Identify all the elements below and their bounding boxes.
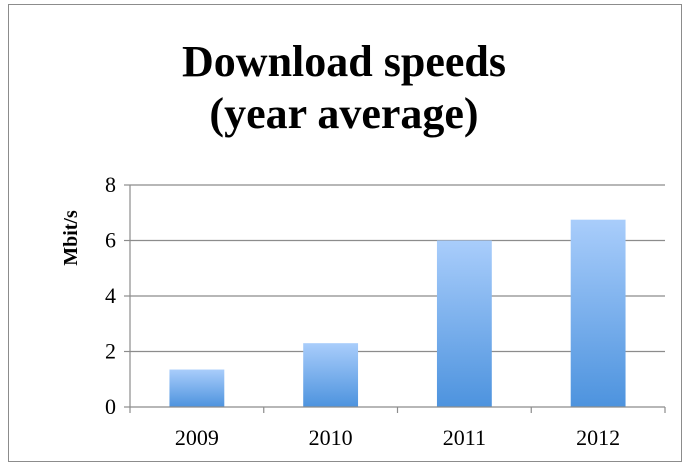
y-tick-label: 0 xyxy=(105,394,116,419)
tick-labels: 0 2 4 6 8 2009 2010 2011 2012 xyxy=(105,172,620,450)
y-tick-label: 6 xyxy=(105,228,116,253)
bars xyxy=(169,219,626,407)
bar-2010 xyxy=(303,343,359,407)
x-tick-label: 2012 xyxy=(576,425,620,450)
axes xyxy=(124,184,666,413)
y-tick-label: 4 xyxy=(105,283,116,308)
x-tick-label: 2011 xyxy=(443,425,486,450)
bar-2011 xyxy=(436,240,492,407)
bar-2012 xyxy=(570,219,626,407)
bar-2009 xyxy=(169,369,225,407)
x-tick-label: 2009 xyxy=(175,425,219,450)
y-axis-title: Mbit/s xyxy=(60,210,82,266)
chart-title-line-2: (year average) xyxy=(209,89,479,138)
chart-title-line-1: Download speeds xyxy=(182,37,506,86)
y-tick-label: 2 xyxy=(105,339,116,364)
x-tick-label: 2010 xyxy=(309,425,353,450)
chart-title: Download speeds (year average) xyxy=(0,36,688,140)
y-tick-label: 8 xyxy=(105,172,116,197)
